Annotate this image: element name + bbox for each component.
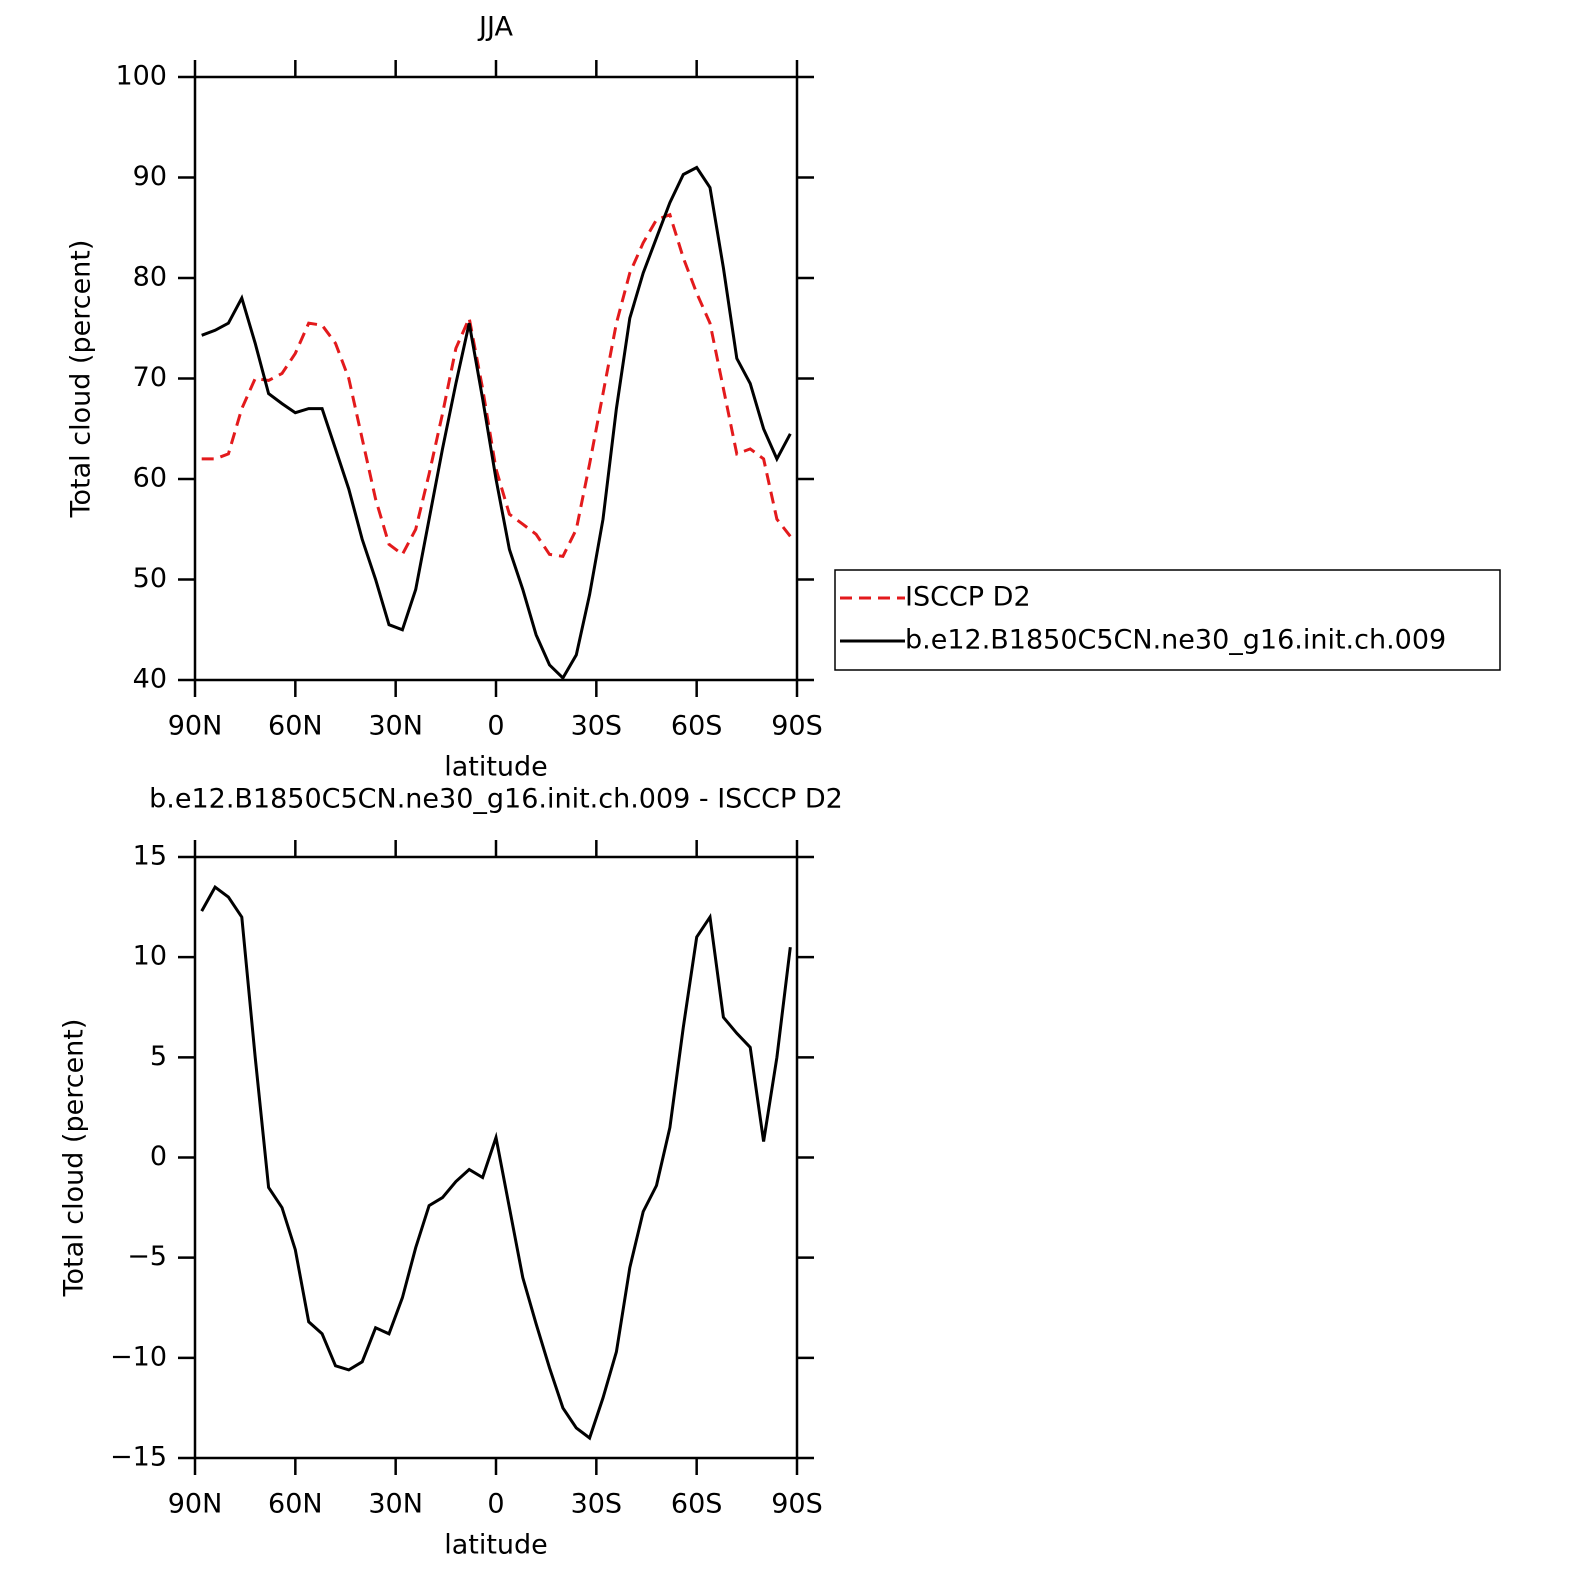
y-tick-label: 60: [133, 463, 167, 494]
y-tick-label: 100: [115, 61, 167, 92]
y-tick-label: −15: [110, 1442, 167, 1473]
chart-title: b.e12.B1850C5CN.ne30_g16.init.ch.009 - I…: [149, 784, 843, 815]
y-tick-label: 10: [133, 941, 167, 972]
x-tick-label: 30N: [368, 711, 423, 742]
legend-label: b.e12.B1850C5CN.ne30_g16.init.ch.009: [905, 625, 1446, 656]
x-tick-label: 30S: [571, 1489, 623, 1520]
y-tick-label: −5: [127, 1241, 167, 1272]
x-tick-label: 90N: [168, 1489, 223, 1520]
y-tick-label: 90: [133, 161, 167, 192]
x-tick-label: 30S: [571, 711, 623, 742]
y-tick-label: 70: [133, 362, 167, 393]
x-tick-label: 60S: [671, 1489, 723, 1520]
x-tick-label: 90S: [771, 1489, 823, 1520]
y-tick-label: 0: [150, 1141, 167, 1172]
x-tick-label: 0: [487, 711, 504, 742]
x-tick-label: 0: [487, 1489, 504, 1520]
y-axis-label: Total cloud (percent): [66, 240, 97, 519]
data-line: [201, 212, 792, 559]
x-tick-label: 60S: [671, 711, 723, 742]
data-line: [200, 884, 792, 1441]
plot-frame: [193, 855, 799, 1460]
x-tick-label: 90N: [168, 711, 223, 742]
y-tick-label: 5: [150, 1041, 167, 1072]
x-axis-label: latitude: [444, 1530, 548, 1561]
x-axis-label: latitude: [444, 752, 548, 783]
legend-label: ISCCP D2: [905, 582, 1031, 613]
x-tick-label: 90S: [771, 711, 823, 742]
x-tick-label: 60N: [268, 711, 323, 742]
y-tick-label: −10: [110, 1341, 167, 1372]
plot-frame: [193, 75, 799, 682]
y-axis-label: Total cloud (percent): [59, 1019, 90, 1298]
y-tick-label: 15: [133, 841, 167, 872]
data-line: [201, 165, 792, 681]
y-tick-label: 50: [133, 563, 167, 594]
x-tick-label: 30N: [368, 1489, 423, 1520]
legend-box: [834, 569, 1501, 671]
y-tick-label: 40: [133, 664, 167, 695]
chart-title: JJA: [477, 12, 513, 43]
y-tick-label: 80: [133, 262, 167, 293]
x-tick-label: 60N: [268, 1489, 323, 1520]
